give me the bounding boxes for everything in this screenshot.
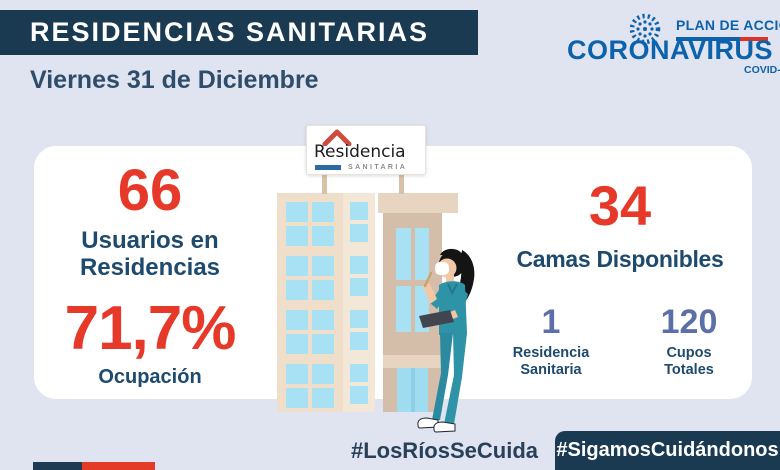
government-flag-bar-red: [82, 462, 155, 470]
hashtag-region: #LosRíosSeCuida: [350, 438, 538, 463]
users-label-line1: Usuarios en: [81, 227, 219, 254]
residences-label: Residencia Sanitaria: [495, 345, 607, 379]
sign-post: [399, 172, 404, 194]
building-tower: [383, 213, 442, 412]
residences-substat: 1 Residencia Sanitaria: [495, 305, 607, 379]
capacity-value: 120: [660, 303, 718, 341]
plan-de-accion-label: PLAN DE ACCIÓN: [676, 17, 780, 33]
covid19-label: COVID-19: [744, 64, 780, 76]
occupancy-label: Ocupación: [98, 365, 202, 388]
building-window: [286, 256, 334, 300]
building-tower-cap: [378, 193, 458, 213]
flag-underline-blue: [676, 37, 740, 41]
building-window: [286, 364, 334, 408]
users-label: Usuarios en Residencias: [45, 227, 255, 282]
capacity-label: Cupos Totales: [633, 345, 745, 379]
sign-post: [322, 172, 327, 194]
building-window: [286, 202, 334, 246]
users-value: 66: [117, 158, 183, 223]
beds-stat-block: 34 Camas Disponibles 1 Residencia Sanita…: [495, 178, 745, 379]
substats-row: 1 Residencia Sanitaria 120 Cupos Totales: [495, 305, 745, 379]
coronavirus-logo-text: CORONAVIRUS: [567, 35, 774, 65]
building-window: [350, 310, 368, 350]
residences-label-line2: Sanitaria: [520, 362, 582, 379]
users-label-line2: Residencias: [79, 253, 221, 281]
hashtag-national: #SigamosCuidándonos: [556, 439, 779, 461]
sign-title: Residencia: [314, 142, 406, 162]
building-window: [396, 228, 429, 280]
residence-building-illustration: [277, 193, 343, 412]
nurse-illustration: [417, 246, 475, 433]
date-label: Viernes 31 de Diciembre: [30, 66, 319, 94]
occupancy-value: 71,7%: [64, 293, 237, 363]
hashtag-national-banner: #SigamosCuidándonos: [555, 431, 780, 470]
building-window: [286, 310, 334, 354]
building-window: [350, 202, 368, 242]
capacity-label-line1: Cupos: [666, 345, 712, 361]
sign-blue-dash: [315, 165, 341, 170]
government-flag-bar-navy: [33, 462, 82, 470]
beds-value: 34: [588, 174, 652, 237]
building-band: [383, 355, 442, 368]
residences-label-line1: Residencia: [512, 345, 590, 361]
residences-value: 1: [541, 303, 561, 341]
virus-icon: [629, 13, 661, 45]
users-stat-block: 66 Usuarios en Residencias 71,7% Ocupaci…: [45, 162, 255, 389]
sign-subtitle: SANITARIA: [348, 164, 408, 171]
flag-underline-red: [740, 37, 768, 41]
residencia-sign: Residencia SANITARIA: [306, 125, 426, 175]
building-window: [350, 364, 368, 404]
building-window: [350, 256, 368, 296]
building-door: [397, 368, 428, 412]
capacity-substat: 120 Cupos Totales: [633, 305, 745, 379]
capacity-label-line2: Totales: [664, 362, 714, 379]
building-middle-strip: [343, 193, 375, 412]
page-title: RESIDENCIAS SANITARIAS: [0, 10, 478, 55]
house-roof-icon: [322, 129, 352, 146]
beds-label: Camas Disponibles: [516, 246, 724, 272]
